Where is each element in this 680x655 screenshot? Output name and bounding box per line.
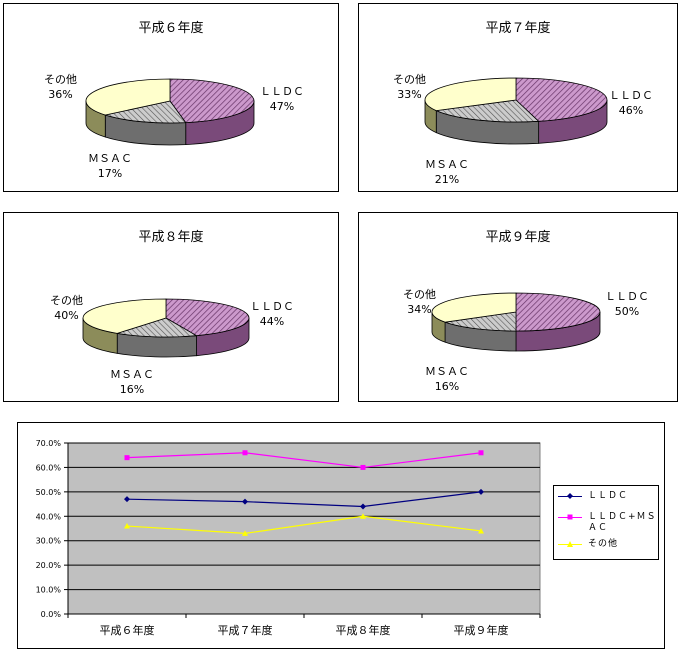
diamond-marker-icon [567,493,573,499]
pie-chart-heisei-6: 平成６年度 ＬＬＤＣ 47% ＭＳＡＣ 17% その他 36% [3,3,339,192]
pie-slice-msac [444,311,517,332]
y-tick-label: 60.0% [36,463,62,472]
label-lldc: ＬＬＤＣ 46% [609,88,653,118]
data-point-diamond [124,496,130,503]
pie-slice-other [424,77,517,112]
legend-label: その他 [588,539,619,549]
label-msac-pct: 17% [97,167,123,180]
label-msac-pct: 16% [434,380,460,393]
pie-chart-heisei-9: 平成９年度 ＬＬＤＣ 50% ＭＳＡＣ 16% その他 34% [358,212,678,402]
pie-chart-heisei-8: 平成８年度 ＬＬＤＣ 44% ＭＳＡＣ 16% その他 40% [3,212,339,402]
label-other: その他 33% [393,72,426,102]
pie-slice-msac [117,317,198,338]
y-tick-label: 10.0% [36,586,62,595]
x-tick-label: 平成６年度 [100,623,155,637]
label-msac-name: ＭＳＡＣ [110,368,154,381]
y-tick-label: 0.0% [41,610,62,619]
label-other-name: その他 [393,73,426,86]
x-tick-label: 平成８年度 [336,623,391,637]
label-other: その他 34% [403,287,436,317]
legend-label: ＬＬＤＣ [588,491,629,501]
pie-title: 平成８年度 [138,230,204,245]
y-tick-label: 20.0% [36,561,62,570]
label-other-pct: 40% [54,309,79,322]
pie-slice-lldc [515,77,608,122]
label-other: その他 40% [50,293,83,323]
label-msac: ＭＳＡＣ 21% [425,157,469,187]
label-other: その他 36% [44,72,77,102]
pie-slice-msac [434,99,540,123]
data-point-triangle [360,513,366,519]
legend: ＬＬＤＣ ＬＬＤＣ+ＭＳＡＣ その他 [553,485,659,560]
label-lldc-name: ＬＬＤＣ [609,89,653,102]
data-point-triangle [124,523,130,529]
label-lldc-name: ＬＬＤＣ [605,290,649,303]
pie-title: 平成６年度 [138,21,204,36]
label-msac-pct: 21% [434,173,460,186]
pie-graphic [85,78,255,146]
label-lldc-name: ＬＬＤＣ [250,300,294,313]
data-point-diamond [360,503,366,510]
label-lldc-name: ＬＬＤＣ [260,85,304,98]
pie-slice-msac [103,100,187,124]
pie-slice-lldc [165,298,250,337]
label-lldc: ＬＬＤＣ 44% [250,299,294,329]
pie-graphic [431,292,601,352]
series-line-0 [126,491,482,508]
data-point-triangle [478,527,484,534]
label-msac-name: ＭＳＡＣ [425,158,469,171]
pie-graphic [424,77,608,145]
data-point-square [360,464,366,470]
triangle-marker-icon [567,541,573,547]
series-line-2 [126,515,482,534]
y-tick-label: 40.0% [36,512,62,521]
label-msac-name: ＭＳＡＣ [88,152,132,165]
data-point-diamond [478,488,484,495]
pie-graphic [82,298,250,358]
label-other-pct: 34% [407,303,432,316]
line-chart: 0.0% 10.0% 20.0% 30.0% 40.0% 50.0% 60.0% 70.0% 平… [17,422,665,649]
square-marker-icon [567,514,573,520]
label-lldc-pct: 47% [269,100,295,113]
pie-slice-other [85,78,171,116]
plot-area [67,442,541,615]
pie-slice-lldc [169,78,255,124]
pie-slice-lldc [515,292,601,332]
pie-slice-other [431,292,517,323]
label-msac: ＭＳＡＣ 16% [110,367,154,397]
label-msac-name: ＭＳＡＣ [425,365,469,378]
label-lldc-pct: 46% [618,104,644,117]
label-other-name: その他 [44,73,77,86]
label-msac: ＭＳＡＣ 16% [425,364,469,394]
line-chart-graphic: 0.0% 10.0% 20.0% 30.0% 40.0% 50.0% 60.0% 70.0% 平… [36,439,541,637]
label-lldc-pct: 44% [259,315,285,328]
y-tick-label: 50.0% [36,488,62,497]
label-lldc: ＬＬＤＣ 47% [260,84,304,114]
label-other-pct: 33% [397,88,422,101]
data-point-triangle [242,530,248,536]
data-point-square [478,450,484,456]
label-lldc: ＬＬＤＣ 50% [605,289,649,319]
data-point-diamond [242,498,248,505]
label-msac: ＭＳＡＣ 17% [88,151,132,181]
y-tick-label: 30.0% [36,537,62,546]
pie-chart-heisei-7: 平成７年度 ＬＬＤＣ 46% ＭＳＡＣ 21% その他 33% [358,3,678,192]
data-point-square [124,455,130,461]
pie-title: 平成９年度 [485,230,551,245]
data-point-square [242,450,248,456]
x-tick-label: 平成７年度 [218,623,273,637]
series-line-1 [126,452,482,469]
legend-label: ＬＬＤＣ+ＭＳＡＣ [588,512,657,533]
y-tick-label: 70.0% [36,439,62,448]
label-msac-pct: 16% [119,383,145,396]
label-lldc-pct: 50% [614,305,640,318]
x-tick-label: 平成９年度 [454,623,509,637]
pie-slice-other [82,298,167,334]
pie-title: 平成７年度 [485,21,551,36]
label-other-name: その他 [50,294,83,307]
label-other-name: その他 [403,288,436,301]
label-other-pct: 36% [48,88,73,101]
